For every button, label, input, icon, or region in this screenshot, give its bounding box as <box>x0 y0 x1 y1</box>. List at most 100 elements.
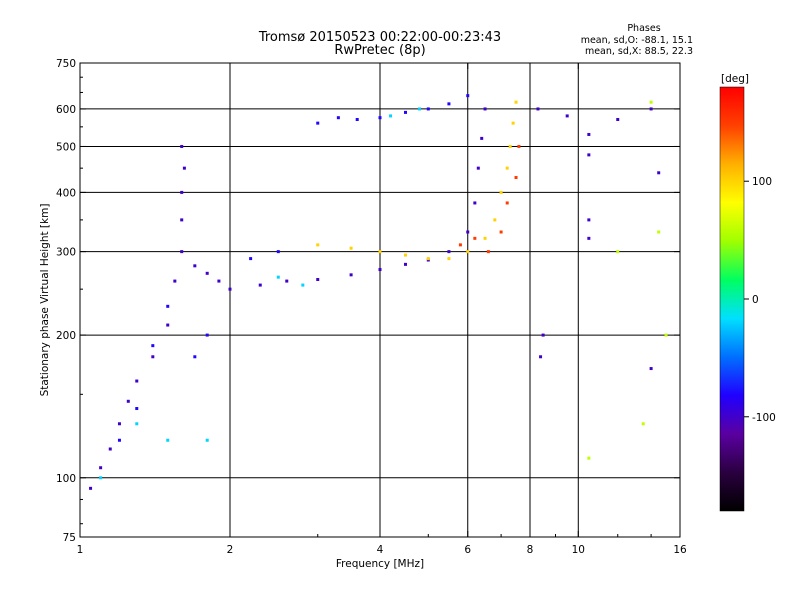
x-tick-label: 10 <box>572 544 585 556</box>
colorbar-ticks: 100 0 -100 <box>744 176 776 424</box>
data-point <box>151 355 155 359</box>
stats-line-o: mean, sd,O: -88.1, 15.1 <box>581 35 693 46</box>
data-point <box>193 264 197 268</box>
data-point <box>301 283 305 287</box>
data-point <box>403 110 407 114</box>
x-tick-label: 2 <box>227 544 234 556</box>
data-point <box>473 201 477 205</box>
data-point <box>466 250 470 254</box>
data-point <box>205 438 209 442</box>
data-point <box>480 136 484 140</box>
data-point <box>180 218 184 222</box>
data-point <box>378 268 382 272</box>
chart-title: Tromsø 20150523 00:22:00-00:23:43 <box>258 30 501 45</box>
data-point <box>649 367 653 371</box>
data-point <box>517 144 521 148</box>
data-point <box>166 438 170 442</box>
data-point <box>447 257 451 261</box>
x-tick-label: 6 <box>464 544 471 556</box>
data-point <box>657 230 661 234</box>
y-tick-label: 500 <box>56 141 76 153</box>
data-point <box>483 236 487 240</box>
data-point <box>349 273 353 277</box>
data-point <box>336 116 340 120</box>
data-point <box>499 190 503 194</box>
data-point <box>587 153 591 157</box>
colorbar-label: [deg] <box>721 73 749 85</box>
data-point <box>258 283 262 287</box>
data-points <box>89 94 668 490</box>
data-point <box>417 107 421 111</box>
colorbar-tick-label: 100 <box>752 176 772 188</box>
data-point <box>476 166 480 170</box>
data-point <box>514 100 518 104</box>
data-point <box>249 257 253 261</box>
data-point <box>135 379 139 383</box>
data-point <box>378 116 382 120</box>
stats-heading: Phases <box>627 23 660 34</box>
y-tick-label: 300 <box>56 247 76 259</box>
y-tick-label: 750 <box>56 58 76 70</box>
data-point <box>541 333 545 337</box>
x-tick-label: 8 <box>527 544 534 556</box>
data-point <box>641 422 645 426</box>
data-point <box>587 218 591 222</box>
x-tick-label: 4 <box>377 544 384 556</box>
x-axis: 1 2 4 6 8 10 16 <box>77 63 687 556</box>
data-point <box>616 250 620 254</box>
data-point <box>151 344 155 348</box>
x-axis-label: Frequency [MHz] <box>336 558 424 570</box>
data-point <box>126 399 130 403</box>
data-point <box>205 271 209 275</box>
data-point <box>505 166 509 170</box>
data-point <box>493 218 497 222</box>
data-point <box>180 250 184 254</box>
data-point <box>378 250 382 254</box>
data-point <box>486 250 490 254</box>
data-point <box>180 144 184 148</box>
data-point <box>389 114 393 118</box>
data-point <box>276 250 280 254</box>
data-point <box>117 422 121 426</box>
data-point <box>180 190 184 194</box>
data-point <box>316 243 320 247</box>
data-point <box>511 121 515 125</box>
y-axis: 75 100 200 300 400 500 600 750 <box>56 58 680 544</box>
x-tick-label: 16 <box>673 544 687 556</box>
data-point <box>649 100 653 104</box>
grid <box>80 63 680 537</box>
data-point <box>182 166 186 170</box>
chart-subtitle: RwPretec (8p) <box>334 43 425 58</box>
data-point <box>117 438 121 442</box>
data-point <box>657 171 661 175</box>
data-point <box>587 456 591 460</box>
data-point <box>426 257 430 261</box>
data-point <box>217 279 221 283</box>
data-point <box>565 114 569 118</box>
y-tick-label: 200 <box>56 330 76 342</box>
data-point <box>99 466 103 470</box>
data-point <box>316 278 320 282</box>
data-point <box>89 486 93 490</box>
data-point <box>285 279 289 283</box>
data-point <box>99 476 103 480</box>
data-point <box>349 246 353 250</box>
y-tick-label: 100 <box>56 473 76 485</box>
data-point <box>316 121 320 125</box>
colorbar-tick-label: 0 <box>752 294 759 306</box>
data-point <box>403 253 407 257</box>
data-point <box>587 236 591 240</box>
data-point <box>539 355 543 359</box>
data-point <box>426 107 430 111</box>
data-point <box>135 422 139 426</box>
data-point <box>483 107 487 111</box>
data-point <box>205 333 209 337</box>
data-point <box>447 250 451 254</box>
y-axis-label: Stationary phase Virtual Height [km] <box>39 204 51 397</box>
data-point <box>458 243 462 247</box>
data-point <box>473 236 477 240</box>
data-point <box>166 323 170 327</box>
colorbar: [deg] 100 0 -100 <box>719 73 776 512</box>
data-point <box>664 333 668 337</box>
